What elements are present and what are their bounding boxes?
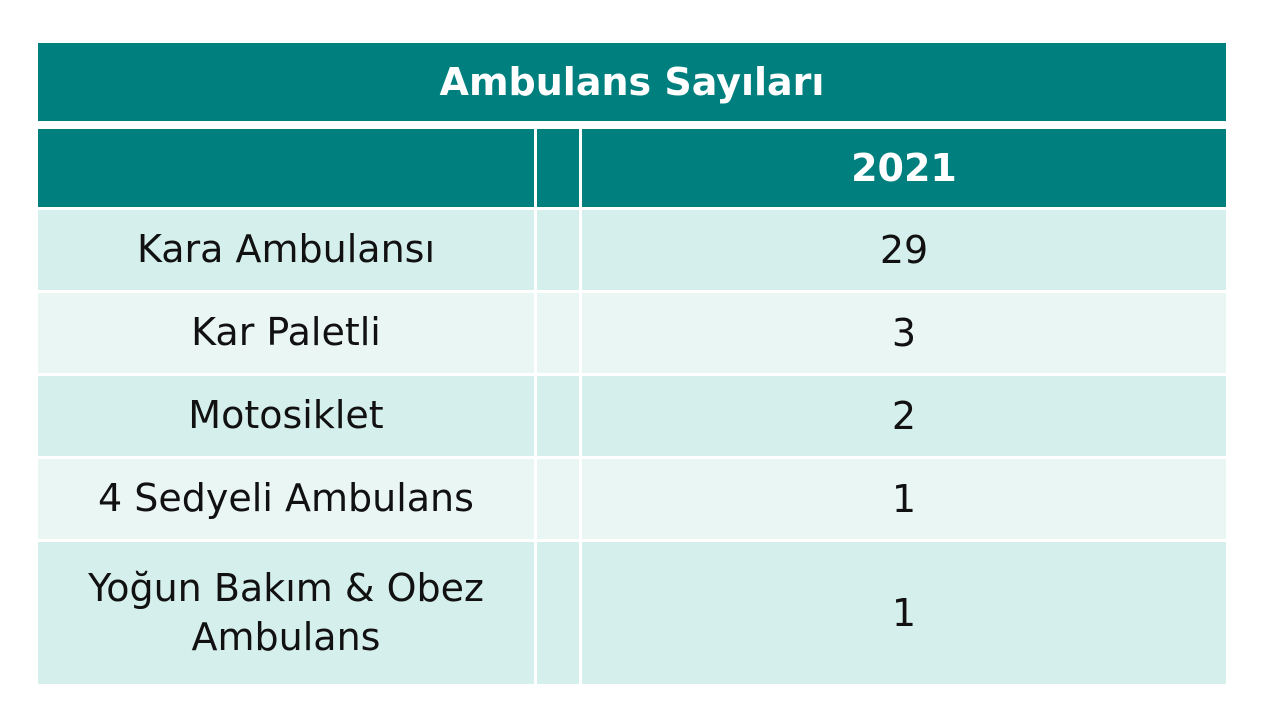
header-label-cell [38,129,534,207]
row-value: 3 [582,293,1226,373]
table-row: Motosiklet 2 [38,376,1226,456]
header-year-cell: 2021 [582,129,1226,207]
row-spacer [537,459,579,539]
row-label: Yoğun Bakım & Obez Ambulans [38,542,534,684]
row-spacer [537,376,579,456]
table-row: Kar Paletli 3 [38,293,1226,373]
table-row: Yoğun Bakım & Obez Ambulans 1 [38,542,1226,684]
row-value: 2 [582,376,1226,456]
row-label: Motosiklet [38,376,534,456]
table-header-row: 2021 [38,129,1226,207]
row-spacer [537,210,579,290]
row-label: Kar Paletli [38,293,534,373]
ambulance-count-table: Ambulans Sayıları 2021 Kara Ambulansı 29… [38,43,1226,684]
row-label: 4 Sedyeli Ambulans [38,459,534,539]
row-value: 1 [582,459,1226,539]
table-title: Ambulans Sayıları [38,43,1226,121]
row-spacer [537,542,579,684]
header-spacer-cell [537,129,579,207]
table-row: 4 Sedyeli Ambulans 1 [38,459,1226,539]
row-value: 29 [582,210,1226,290]
table-row: Kara Ambulansı 29 [38,210,1226,290]
row-label: Kara Ambulansı [38,210,534,290]
row-value: 1 [582,542,1226,684]
row-spacer [537,293,579,373]
